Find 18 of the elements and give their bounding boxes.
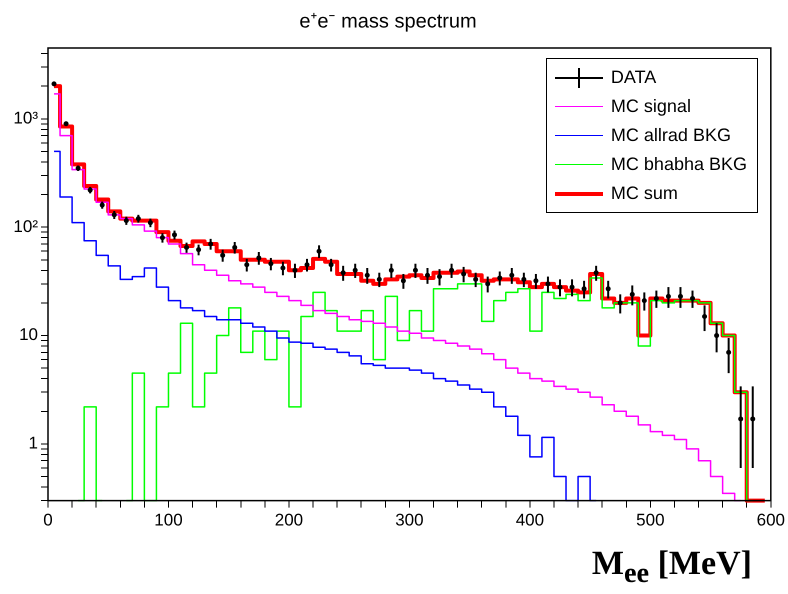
x-tick-label: 0: [43, 510, 53, 530]
legend-label: MC signal: [610, 96, 691, 117]
y-tick-label: 10³: [13, 108, 38, 128]
legend-label: DATA: [610, 67, 656, 88]
legend-label: MC sum: [610, 183, 678, 204]
x-tick-label: 100: [154, 510, 183, 530]
x-tick-label: 500: [636, 510, 665, 530]
legend-label: MC bhabha BKG: [610, 154, 747, 175]
x-tick-label: 200: [274, 510, 304, 530]
legend-label: MC allrad BKG: [610, 125, 731, 146]
x-tick-label: 600: [756, 510, 786, 530]
x-tick-label: 300: [395, 510, 424, 530]
chart-title: e⁺e⁻ mass spectrum: [299, 10, 477, 33]
y-tick-label: 10: [19, 325, 38, 344]
x-tick-label: 400: [516, 510, 544, 530]
x-axis-title: M$_{ee}$ [MeV]: [592, 545, 752, 590]
y-tick-label: 10²: [13, 216, 38, 236]
y-tick-label: 1: [28, 434, 38, 453]
